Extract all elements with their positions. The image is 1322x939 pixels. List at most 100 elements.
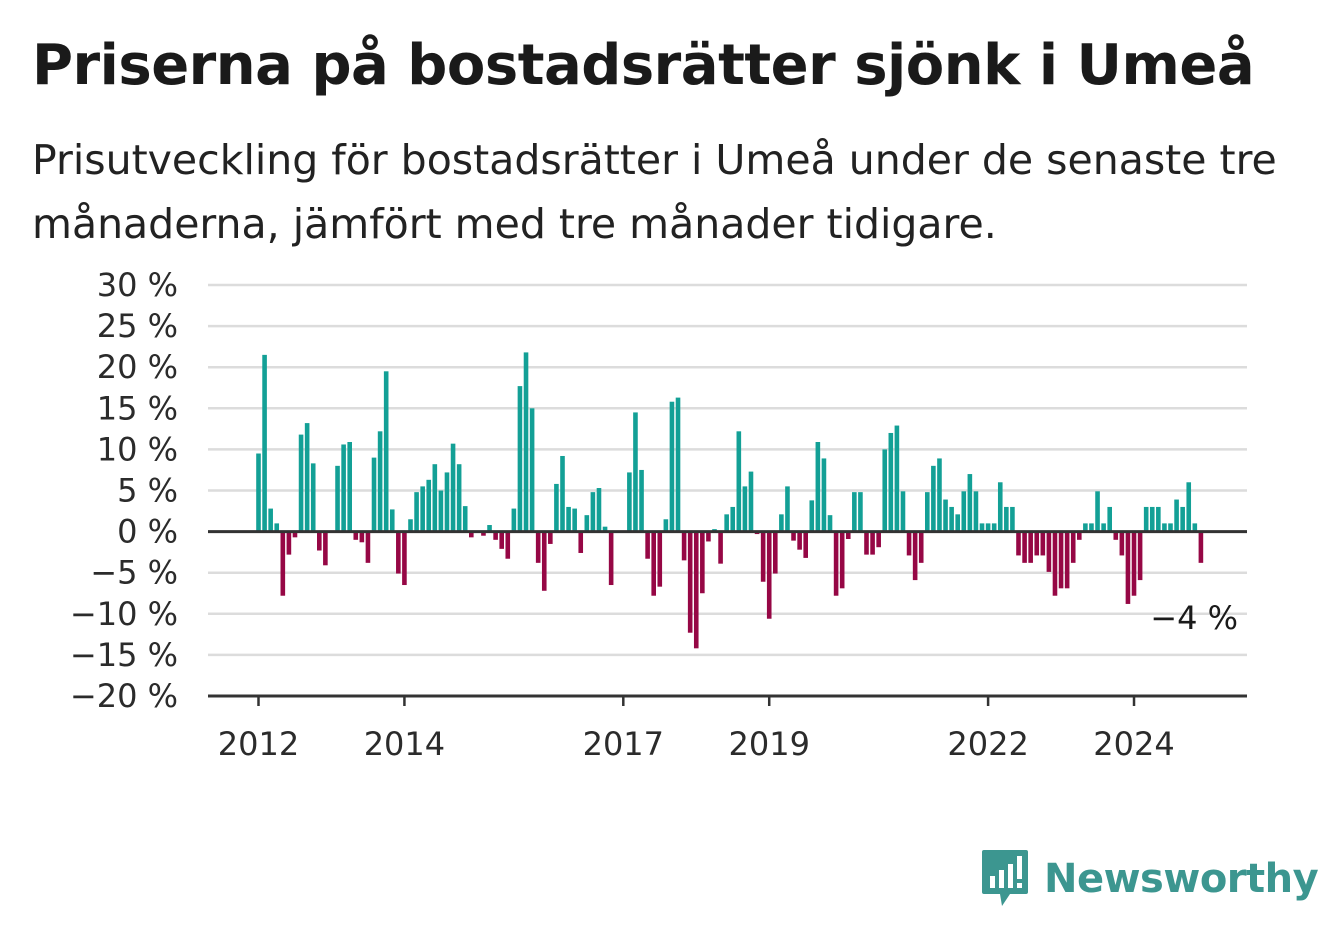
bar — [803, 531, 808, 558]
bar — [736, 431, 742, 532]
bar — [1125, 531, 1131, 604]
bar — [511, 508, 517, 532]
bar — [578, 531, 584, 553]
bar — [469, 531, 474, 538]
bar — [779, 514, 784, 532]
bar — [256, 453, 261, 532]
bar — [675, 397, 681, 532]
gridlines — [208, 283, 1247, 657]
bar — [1137, 531, 1143, 581]
axes — [208, 530, 1247, 698]
bar — [554, 483, 559, 532]
bar — [1028, 531, 1033, 563]
bar — [888, 432, 894, 532]
newsworthy-logo: Newsworthy — [980, 848, 1319, 910]
bar — [760, 531, 766, 582]
y-tick-label: 25 % — [97, 307, 178, 345]
bar — [639, 469, 644, 532]
bar — [766, 531, 772, 619]
chart-title: Priserna på bostadsrätter sjönk i Umeå — [32, 33, 1255, 98]
bar — [572, 508, 577, 532]
bar — [414, 492, 419, 532]
bar — [426, 479, 432, 532]
bar — [961, 491, 967, 532]
bar — [693, 531, 699, 649]
bar — [310, 463, 316, 532]
bar — [955, 514, 960, 532]
bar — [1143, 506, 1149, 532]
bar — [298, 434, 304, 532]
x-tick-label: 2024 — [1093, 725, 1174, 763]
brand-name: Newsworthy — [1044, 856, 1319, 902]
bar — [1192, 523, 1198, 532]
bar — [845, 531, 851, 539]
bar — [323, 531, 328, 566]
bar — [535, 531, 541, 563]
bar — [1113, 531, 1119, 540]
bar — [651, 531, 656, 596]
x-tick-label: 2017 — [583, 725, 664, 763]
y-tick-label: 0 % — [117, 513, 178, 551]
bar — [341, 444, 346, 532]
bar — [839, 531, 845, 589]
bar — [268, 508, 273, 532]
bar — [523, 352, 529, 532]
bar — [438, 490, 444, 532]
chart-subtitle: Prisutveckling för bostadsrätter i Umeå … — [32, 136, 1277, 248]
bar — [274, 523, 280, 532]
bar — [566, 506, 571, 532]
bar — [1131, 531, 1137, 596]
bar — [1162, 523, 1167, 532]
bar — [785, 486, 790, 532]
bar — [627, 472, 632, 532]
bar — [809, 500, 815, 532]
bar — [505, 531, 511, 559]
bar — [894, 425, 900, 532]
bar — [462, 506, 468, 532]
bar — [1022, 531, 1027, 563]
bar — [286, 531, 292, 555]
bar — [1095, 491, 1100, 532]
bar — [1101, 523, 1106, 532]
bar — [389, 509, 395, 532]
bar — [1077, 531, 1082, 540]
bar — [864, 531, 869, 555]
bar — [377, 431, 383, 532]
bar-chart: 30 %25 %20 %15 %10 % 5 %0 %−5 %−10 %−15 %… — [70, 266, 1247, 763]
bar — [985, 523, 991, 532]
bar — [925, 492, 930, 532]
bar — [396, 531, 401, 574]
bar — [1107, 506, 1112, 532]
bar — [991, 523, 997, 532]
bar — [742, 486, 748, 532]
bar — [481, 531, 486, 536]
bar — [1186, 482, 1192, 532]
bar — [280, 531, 286, 596]
bar — [1046, 531, 1052, 572]
bar — [1083, 523, 1088, 532]
bar — [402, 531, 407, 586]
bar — [669, 401, 675, 532]
bar — [931, 465, 936, 532]
bar — [870, 531, 875, 555]
bar — [560, 455, 565, 532]
bar — [882, 449, 888, 532]
bar — [450, 443, 456, 532]
bar — [1198, 531, 1204, 563]
bar — [365, 531, 371, 563]
bar — [748, 471, 754, 532]
newsworthy-logo-icon — [982, 850, 1028, 906]
bar — [1040, 531, 1046, 556]
bar — [1004, 506, 1009, 532]
bar — [997, 482, 1003, 532]
bar — [724, 514, 729, 532]
bar — [1010, 506, 1015, 532]
y-tick-label: −20 % — [70, 677, 178, 715]
bar — [353, 531, 359, 540]
x-tick-label: 2022 — [947, 725, 1028, 763]
bar — [1052, 531, 1058, 596]
bar — [1119, 531, 1125, 556]
bar — [408, 519, 413, 532]
bar — [706, 531, 711, 542]
bar — [833, 531, 839, 596]
